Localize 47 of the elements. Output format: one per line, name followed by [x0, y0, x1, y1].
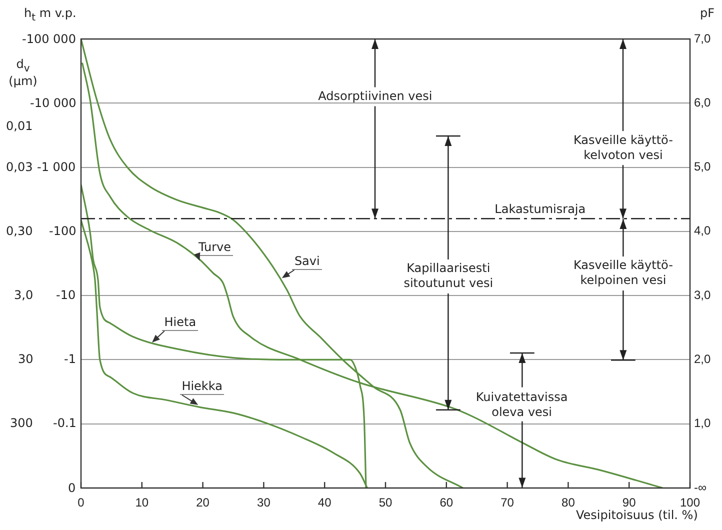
- x-tick-label: 20: [196, 496, 210, 510]
- text: 0,01: [6, 119, 33, 134]
- x-tick-label: 60: [440, 496, 454, 510]
- y-axis-title: pF: [700, 6, 715, 21]
- y-tick-label: 5,0: [694, 160, 712, 174]
- text: -10: [56, 288, 76, 304]
- x-tick-label: 50: [378, 496, 392, 510]
- annotation: Kasveille käyttö- kelpoinen vesi: [574, 258, 673, 288]
- y-tick-label: 3,0: [694, 288, 712, 302]
- annotation: Kasveille käyttö- kelvoton vesi: [574, 133, 673, 164]
- text: d$_{v}$ (µm): [8, 57, 38, 88]
- text: -10 000: [30, 96, 76, 111]
- x-tick-label: 90: [622, 496, 636, 510]
- text: h$_{t}$ m v.p.: [24, 6, 76, 26]
- text: -100: [49, 224, 76, 239]
- annotation: Kuivatettavissa oleva vesi: [476, 390, 568, 420]
- x-tick-label: 80: [562, 496, 576, 510]
- y-tick-label: 6,0: [694, 95, 712, 110]
- x-axis-title: Vesipitoisuus (til. %): [576, 508, 698, 523]
- text: 30: [18, 352, 34, 368]
- text: 0: [68, 480, 76, 496]
- ref-line-label: Lakastumisraja: [494, 202, 586, 218]
- y-tick-label: 2,0: [694, 352, 712, 366]
- y-tick-label: 4,0: [694, 224, 712, 238]
- x-tick-label: 70: [500, 496, 514, 510]
- y-tick-label: 7,0: [694, 31, 712, 46]
- text: 0,30: [6, 224, 33, 239]
- x-tick-label: 40: [318, 496, 332, 510]
- x-tick-label: 0: [78, 496, 85, 510]
- annotation: Adsorptiivinen vesi: [318, 89, 432, 104]
- text: -1: [64, 352, 76, 368]
- series-label: Savi: [292, 254, 322, 270]
- series-label: Turve: [196, 240, 233, 256]
- text: -0.1: [53, 416, 76, 432]
- series-label: Hiekka: [180, 378, 224, 395]
- text: 0,03: [6, 160, 33, 175]
- y-tick-label: -∞: [694, 480, 707, 494]
- series-label: Hieta: [162, 315, 198, 332]
- x-tick-label: 100: [680, 496, 700, 510]
- x-tick-label: 30: [257, 496, 271, 510]
- text: 3,0: [14, 288, 34, 304]
- annotation: Kapillaarisesti sitoutunut vesi: [404, 261, 494, 292]
- text: -1 000: [37, 160, 76, 175]
- x-tick-label: 10: [135, 496, 149, 510]
- text: -100 000: [22, 32, 76, 46]
- text: 300: [10, 416, 33, 432]
- y-tick-label: 1,0: [694, 416, 712, 430]
